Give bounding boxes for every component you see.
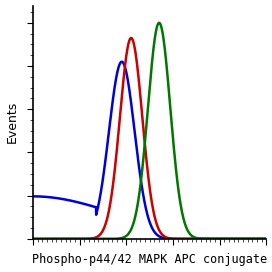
X-axis label: Phospho-p44/42 MAPK APC conjugate: Phospho-p44/42 MAPK APC conjugate [32, 254, 267, 267]
Y-axis label: Events: Events [5, 101, 18, 143]
